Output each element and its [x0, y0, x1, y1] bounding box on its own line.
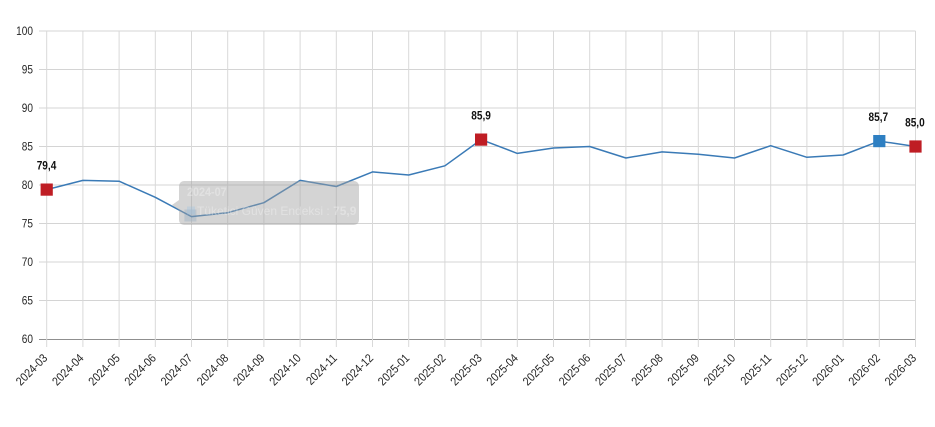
- svg-text:2024-07: 2024-07: [187, 187, 227, 200]
- svg-text:79,4: 79,4: [37, 160, 57, 173]
- svg-text:90: 90: [22, 102, 33, 115]
- svg-text:65: 65: [22, 295, 33, 308]
- svg-text:80: 80: [22, 179, 33, 192]
- svg-text:75: 75: [22, 218, 33, 231]
- svg-text:Tüketici Güven Endeksi : 75,9: Tüketici Güven Endeksi : 75,9: [197, 204, 357, 218]
- svg-text:100: 100: [16, 25, 33, 38]
- svg-text:85: 85: [22, 141, 33, 154]
- svg-text:95: 95: [22, 64, 33, 77]
- svg-text:85,9: 85,9: [471, 110, 491, 123]
- svg-text:85,7: 85,7: [868, 111, 888, 124]
- svg-text:60: 60: [22, 333, 33, 346]
- svg-text:85,0: 85,0: [905, 117, 925, 130]
- svg-text:70: 70: [22, 256, 33, 269]
